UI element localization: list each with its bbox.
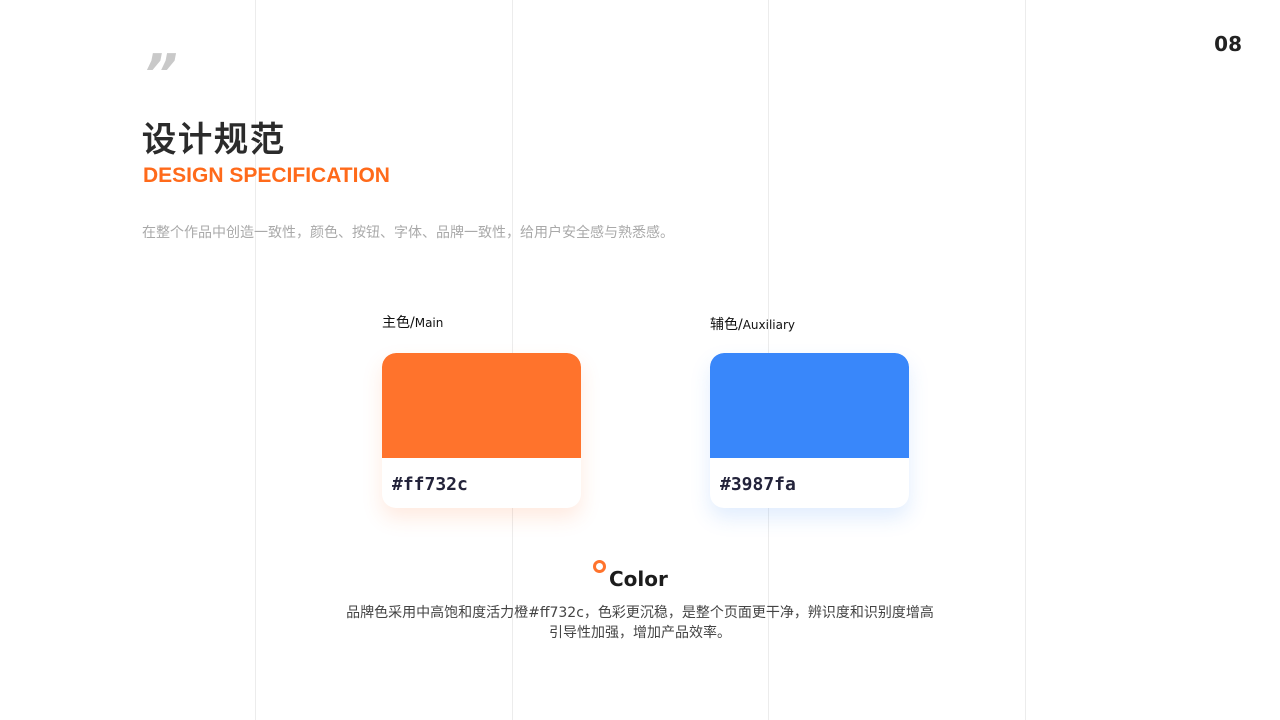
auxiliary-color-swatch (710, 353, 909, 458)
main-color-card: #ff732c (382, 353, 581, 508)
grid-line (1025, 0, 1026, 720)
page-title: 设计规范 (142, 120, 286, 160)
circle-dot-icon (593, 560, 606, 573)
auxiliary-color-card: #3987fa (710, 353, 909, 508)
grid-line (255, 0, 256, 720)
quote-icon: ” (143, 43, 178, 106)
body-line: 引导性加强，增加产品效率。 (549, 625, 731, 641)
section-title: Color (609, 567, 668, 591)
main-color-swatch (382, 353, 581, 458)
auxiliary-color-label: 辅色/Auxiliary (710, 317, 796, 333)
main-color-label: 主色/Main (382, 315, 444, 331)
page-description: 在整个作品中创造一致性，颜色、按钮、字体、品牌一致性，给用户安全感与熟悉感。 (142, 225, 674, 241)
page-number: 08 (1214, 32, 1242, 56)
main-color-hex: #ff732c (392, 474, 468, 495)
auxiliary-color-hex: #3987fa (720, 474, 796, 495)
page-subtitle: DESIGN SPECIFICATION (143, 164, 390, 187)
section-body: 品牌色采用中高饱和度活力橙#ff732c，色彩更沉稳，是整个页面更干净，辨识度和… (300, 603, 980, 643)
body-line: 品牌色采用中高饱和度活力橙#ff732c，色彩更沉稳，是整个页面更干净，辨识度和… (346, 605, 934, 621)
